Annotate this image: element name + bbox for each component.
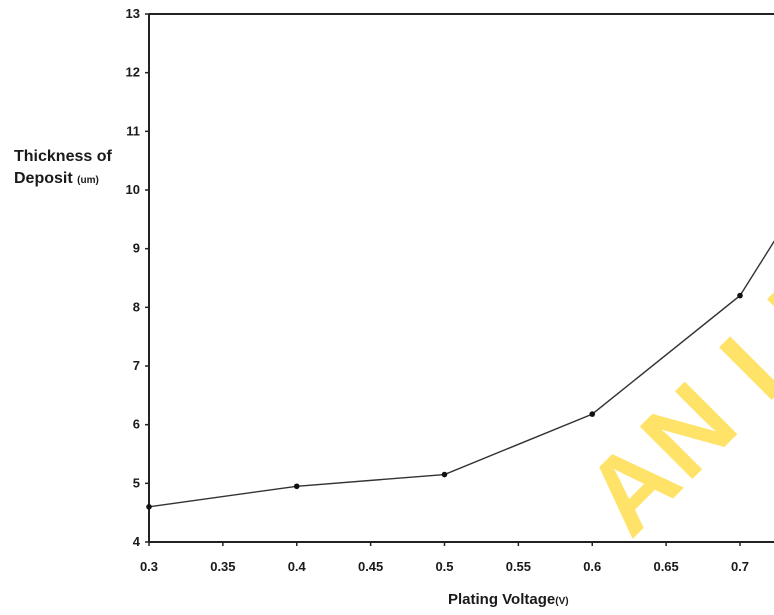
y-tick-label: 6 xyxy=(133,417,140,432)
y-tick-label: 8 xyxy=(133,299,140,314)
y-tick-label: 10 xyxy=(126,182,140,197)
y-tick-label: 7 xyxy=(133,358,140,373)
x-tick-label: 0.6 xyxy=(583,559,601,574)
x-axis-label-text: Plating Voltage xyxy=(448,591,556,608)
x-tick-label: 0.55 xyxy=(506,559,531,574)
y-axis-label-line2: Deposit xyxy=(14,170,73,187)
data-point xyxy=(737,292,743,299)
x-tick-label: 0.65 xyxy=(653,559,678,574)
series-line-group xyxy=(146,240,774,510)
data-point xyxy=(146,504,152,510)
y-axis-unit: (um) xyxy=(77,175,99,186)
y-tick-label: 13 xyxy=(126,6,140,21)
x-tick-label: 0.5 xyxy=(435,559,453,574)
x-axis-label: Plating Voltage(V) xyxy=(448,591,569,608)
x-axis-unit: (V) xyxy=(555,596,569,607)
x-axis-ticks: 0.3 0.35 0.4 0.45 0.5 0.55 0.6 0.65 0.7 xyxy=(140,542,749,574)
data-point xyxy=(589,411,596,417)
x-tick-label: 0.45 xyxy=(358,559,383,574)
y-axis-label: Thickness of Deposit (um) xyxy=(14,146,112,192)
x-tick-label: 0.3 xyxy=(140,559,158,574)
y-axis-ticks: 4 5 6 7 8 9 10 11 12 13 xyxy=(126,6,149,549)
y-tick-label: 11 xyxy=(126,123,140,138)
plot-frame xyxy=(148,13,774,543)
y-tick-label: 5 xyxy=(133,475,140,490)
x-tick-label: 0.7 xyxy=(731,559,749,574)
x-tick-label: 0.35 xyxy=(210,559,235,574)
y-tick-label: 9 xyxy=(133,241,140,256)
data-point xyxy=(441,471,448,478)
y-tick-label: 12 xyxy=(126,65,140,80)
y-axis-label-line1: Thickness of xyxy=(14,148,112,165)
y-tick-label: 4 xyxy=(133,534,141,549)
data-point xyxy=(293,483,300,490)
series-line xyxy=(148,240,774,508)
x-tick-label: 0.4 xyxy=(288,559,307,574)
